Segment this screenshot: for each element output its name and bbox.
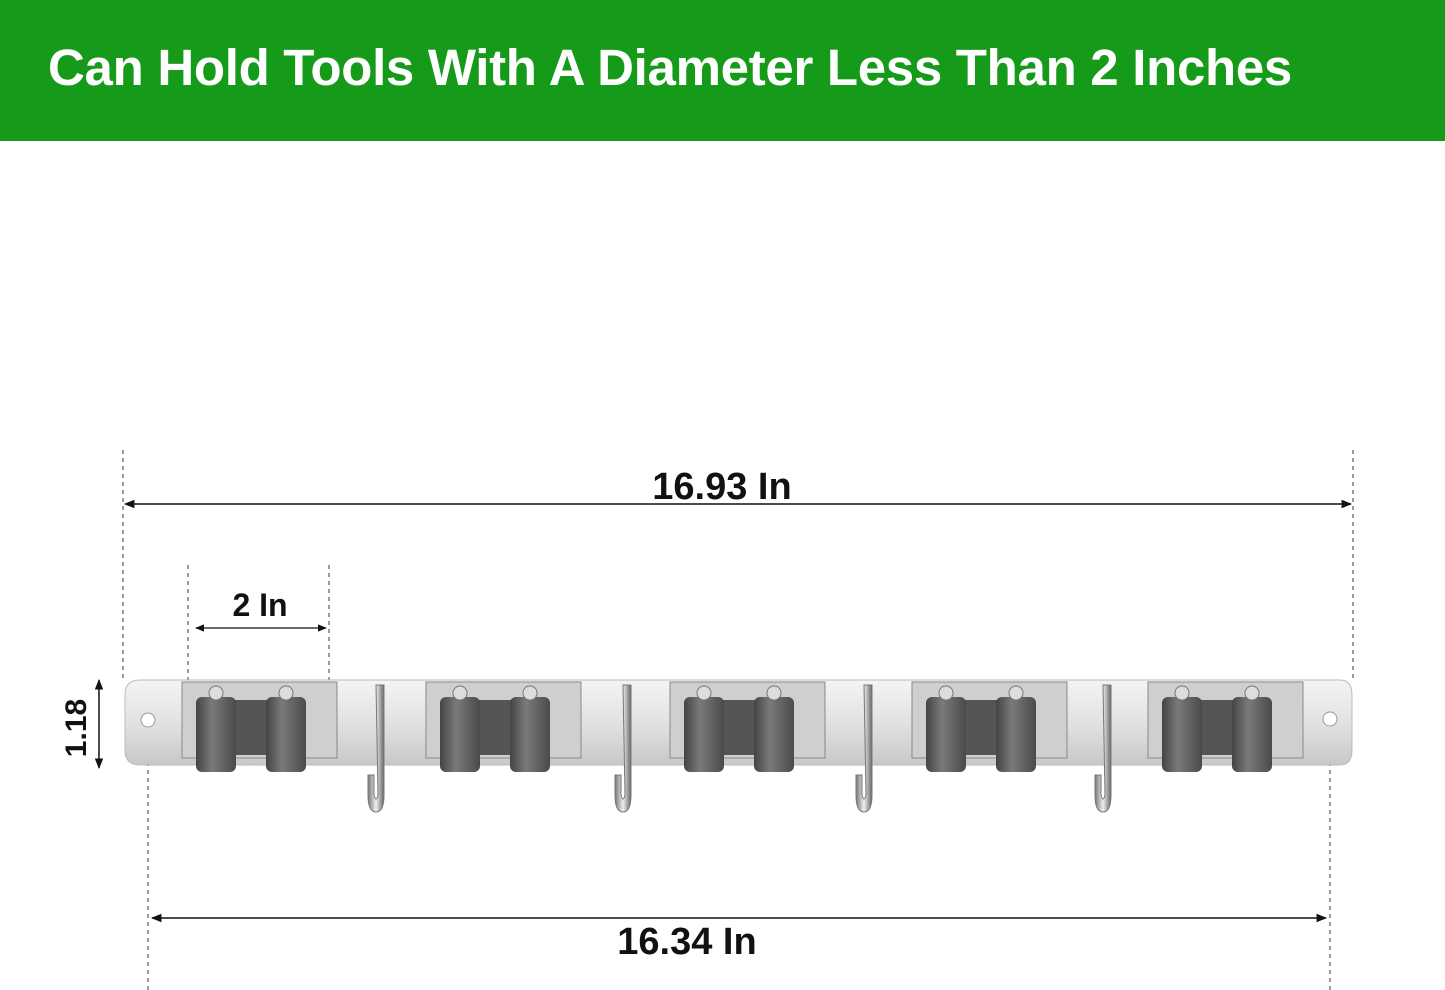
- tool-rack: [124, 679, 1353, 813]
- holder-roller: [684, 697, 724, 772]
- holder-screw: [766, 685, 782, 701]
- mounting-hole-right: [1322, 711, 1338, 727]
- holder-width-label: 2 In: [232, 587, 287, 623]
- hook: [367, 684, 385, 813]
- holder-grip-pad: [232, 700, 272, 755]
- holder-roller: [996, 697, 1036, 772]
- holder-screw: [1244, 685, 1260, 701]
- mop-holder: [669, 681, 826, 772]
- hook-arm: [367, 684, 385, 813]
- holder-screw: [1008, 685, 1024, 701]
- holder-grip-pad: [476, 700, 516, 755]
- hook: [614, 684, 632, 813]
- holder-screw: [208, 685, 224, 701]
- holder-roller: [196, 697, 236, 772]
- banner-title: Can Hold Tools With A Diameter Less Than…: [48, 39, 1292, 96]
- holder-screw: [696, 685, 712, 701]
- holder-screw: [938, 685, 954, 701]
- height-label: 1.18: [60, 699, 93, 757]
- extension-lines: [122, 450, 1354, 990]
- holder-grip-pad: [962, 700, 1002, 755]
- holder-screw: [522, 685, 538, 701]
- hook: [855, 684, 873, 813]
- mop-holder: [911, 681, 1068, 772]
- hook-arm: [1094, 684, 1112, 813]
- holder-roller: [440, 697, 480, 772]
- holder-roller: [754, 697, 794, 772]
- holder-roller: [510, 697, 550, 772]
- holder-screw: [278, 685, 294, 701]
- hook-arm: [855, 684, 873, 813]
- holder-roller: [266, 697, 306, 772]
- holder-grip-pad: [1198, 700, 1238, 755]
- mop-holder: [425, 681, 582, 772]
- mop-holder: [1147, 681, 1304, 772]
- overall-length-label: 16.93 In: [652, 466, 791, 508]
- mounting-hole-left: [140, 712, 156, 728]
- mop-holder: [181, 681, 338, 772]
- hole-spacing-label: 16.34 In: [617, 921, 756, 963]
- holder-roller: [1232, 697, 1272, 772]
- holder-roller: [1162, 697, 1202, 772]
- holder-roller: [926, 697, 966, 772]
- header-banner: Can Hold Tools With A Diameter Less Than…: [0, 0, 1445, 141]
- holder-screw: [1174, 685, 1190, 701]
- holder-grip-pad: [720, 700, 760, 755]
- hook: [1094, 684, 1112, 813]
- hook-arm: [614, 684, 632, 813]
- holder-screw: [452, 685, 468, 701]
